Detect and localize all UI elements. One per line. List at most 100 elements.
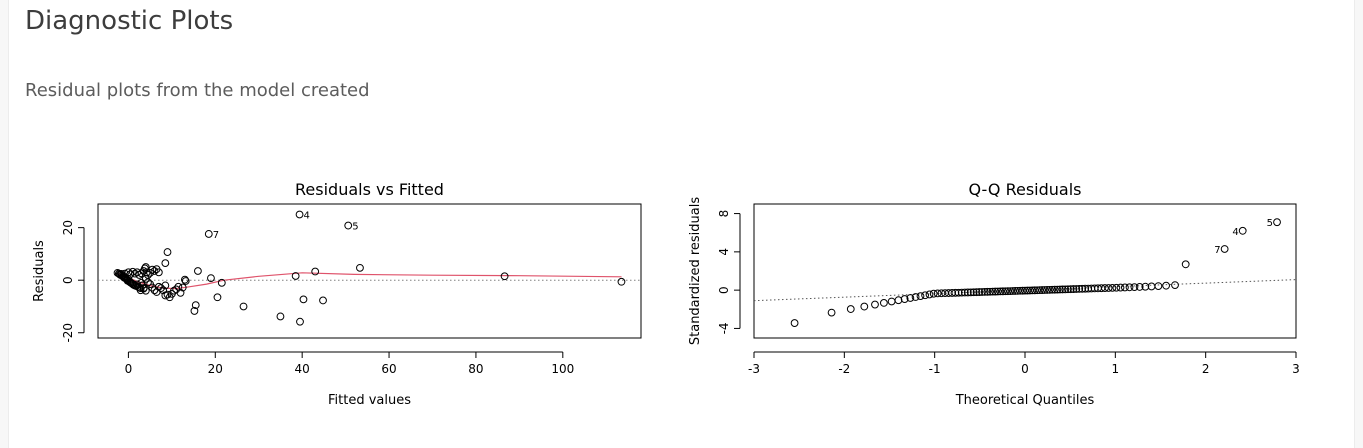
y-axis-label: Residuals xyxy=(32,240,47,302)
x-tick-label: -1 xyxy=(929,362,941,376)
data-point xyxy=(988,287,997,296)
data-point xyxy=(1220,245,1229,253)
data-point xyxy=(141,263,150,271)
data-point xyxy=(991,287,1000,296)
data-point xyxy=(1001,287,1010,296)
data-point xyxy=(161,281,170,290)
x-axis-label: Theoretical Quantiles xyxy=(955,393,1095,408)
y-axis-label: Standardized residuals xyxy=(688,197,703,345)
data-point xyxy=(157,284,165,292)
point-label: 7 xyxy=(1214,245,1220,256)
data-point xyxy=(957,288,966,297)
data-point xyxy=(135,271,144,279)
y-tick-label: -20 xyxy=(61,323,75,343)
y-tick-label: 4 xyxy=(717,248,731,256)
data-point xyxy=(1021,286,1029,295)
data-point xyxy=(975,288,984,296)
point-label: 4 xyxy=(1232,227,1238,238)
data-point xyxy=(356,263,364,272)
data-point xyxy=(960,288,969,297)
data-point xyxy=(1038,286,1047,294)
x-tick-label: 80 xyxy=(468,362,483,376)
data-point xyxy=(1045,285,1054,294)
data-point xyxy=(1273,218,1281,227)
y-tick-label: 20 xyxy=(61,220,75,235)
data-point xyxy=(311,267,320,276)
x-tick-label: -3 xyxy=(748,362,760,376)
data-point xyxy=(1050,285,1059,294)
y-tick-label: 0 xyxy=(717,286,731,294)
data-point xyxy=(299,295,308,304)
data-point xyxy=(1056,285,1064,294)
data-point xyxy=(217,278,226,287)
data-point xyxy=(860,302,869,311)
data-point xyxy=(204,230,213,238)
data-point xyxy=(1066,285,1075,294)
diagnostic-card: Diagnostic Plots Residual plots from the… xyxy=(8,0,1355,448)
x-tick-label: 0 xyxy=(1021,362,1029,376)
data-point xyxy=(966,288,975,297)
data-point xyxy=(178,283,187,292)
data-point xyxy=(1135,283,1144,291)
data-point xyxy=(887,297,896,306)
data-point xyxy=(925,290,934,299)
data-point xyxy=(1028,286,1037,295)
data-point xyxy=(128,267,137,276)
x-tick-label: 100 xyxy=(551,362,574,376)
data-point xyxy=(126,270,135,279)
data-point xyxy=(148,265,157,274)
plot-frame xyxy=(97,203,642,339)
data-point xyxy=(900,295,909,303)
data-point xyxy=(239,302,248,311)
data-point xyxy=(180,275,189,284)
data-point xyxy=(933,289,942,298)
data-point xyxy=(296,317,304,326)
data-point xyxy=(993,287,1002,296)
plot-frame xyxy=(753,203,1297,339)
x-tick-label: 60 xyxy=(381,362,396,376)
data-point xyxy=(972,288,981,297)
data-point xyxy=(141,264,149,273)
data-point xyxy=(181,277,190,285)
data-point xyxy=(1154,282,1163,291)
data-point xyxy=(154,268,163,277)
data-point xyxy=(295,210,304,219)
data-point xyxy=(276,312,285,321)
data-point xyxy=(1072,285,1081,293)
data-point xyxy=(141,286,150,295)
x-tick-label: 20 xyxy=(208,362,223,376)
data-point xyxy=(1016,286,1025,295)
data-point xyxy=(1130,283,1139,292)
data-point xyxy=(1125,283,1134,292)
data-point xyxy=(1069,285,1078,293)
point-label: 5 xyxy=(352,222,358,233)
data-point xyxy=(1101,284,1109,292)
data-point xyxy=(980,288,989,296)
data-point xyxy=(983,287,992,296)
data-point xyxy=(500,272,509,281)
residuals-vs-fitted-chart: Residuals vs Fitted 0 20 40 60 80 100 -20 0 20 Fit… xyxy=(32,180,642,408)
data-point xyxy=(136,286,145,295)
y-tick-label: -4 xyxy=(717,322,731,334)
data-point xyxy=(344,221,353,230)
data-point xyxy=(1048,285,1057,294)
data-point xyxy=(1040,286,1049,294)
data-point xyxy=(996,287,1005,296)
data-point xyxy=(1025,286,1034,295)
data-point xyxy=(163,248,172,256)
data-point xyxy=(1238,226,1247,235)
data-point xyxy=(1061,285,1070,294)
data-point xyxy=(213,293,222,302)
point-label: 4 xyxy=(304,211,310,222)
data-point xyxy=(1108,283,1117,292)
data-point xyxy=(291,272,300,280)
chart-title: Residuals vs Fitted xyxy=(295,180,444,199)
data-point xyxy=(1104,284,1113,292)
point-label: 7 xyxy=(213,230,219,241)
data-point xyxy=(846,305,855,313)
data-point xyxy=(879,299,888,307)
data-point xyxy=(144,278,152,287)
smoother-line xyxy=(117,272,622,290)
data-point xyxy=(319,296,327,305)
x-tick-label: 3 xyxy=(1292,362,1300,376)
